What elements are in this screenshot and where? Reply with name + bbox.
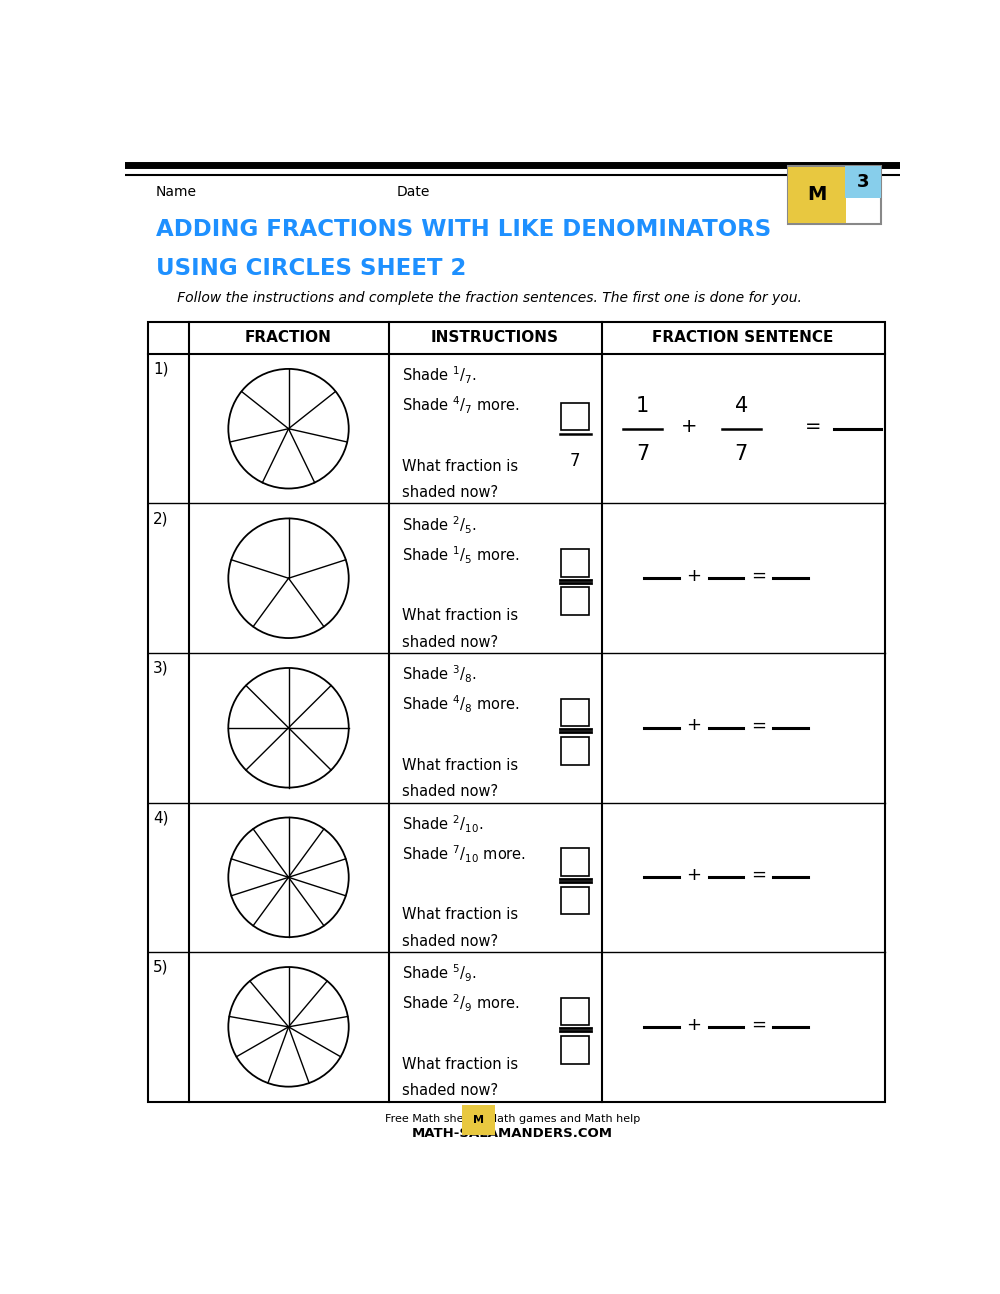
Text: Shade $^4/_8$ more.: Shade $^4/_8$ more. (402, 694, 520, 716)
Text: ADDING FRACTIONS WITH LIKE DENOMINATORS: ADDING FRACTIONS WITH LIKE DENOMINATORS (156, 219, 771, 242)
Bar (561, 699, 589, 726)
Text: shaded now?: shaded now? (402, 933, 499, 949)
Bar (561, 402, 589, 430)
Text: +: + (686, 1016, 701, 1034)
Text: shaded now?: shaded now? (402, 784, 499, 800)
Text: MATH-SALAMANDERS.COM: MATH-SALAMANDERS.COM (412, 1127, 613, 1140)
Text: Shade $^5/_9$.: Shade $^5/_9$. (402, 963, 477, 985)
Text: Shade $^7/_{10}$ more.: Shade $^7/_{10}$ more. (402, 844, 527, 864)
Text: What fraction is: What fraction is (402, 608, 519, 624)
Text: =: = (751, 717, 766, 735)
Bar (561, 738, 589, 765)
Bar (845, 166, 881, 198)
Text: What fraction is: What fraction is (402, 907, 519, 923)
Text: 3: 3 (857, 173, 869, 192)
Text: What fraction is: What fraction is (402, 1057, 519, 1071)
Text: Free Math sheets, Math games and Math help: Free Math sheets, Math games and Math he… (385, 1114, 640, 1124)
Text: M: M (473, 1115, 484, 1124)
Text: Shade $^3/_8$.: Shade $^3/_8$. (402, 664, 477, 686)
Text: Shade $^1/_5$ more.: Shade $^1/_5$ more. (402, 545, 520, 565)
Text: =: = (805, 417, 821, 436)
Text: 2): 2) (153, 511, 168, 527)
Text: Date: Date (396, 185, 430, 198)
Text: Shade $^1/_7$.: Shade $^1/_7$. (402, 365, 477, 386)
Bar (561, 587, 589, 615)
Bar (561, 998, 589, 1025)
Bar (462, 1105, 495, 1135)
Text: USING CIRCLES SHEET 2: USING CIRCLES SHEET 2 (156, 258, 466, 280)
Text: Shade $^2/_9$ more.: Shade $^2/_9$ more. (402, 992, 520, 1014)
Bar (561, 549, 589, 577)
Text: Follow the instructions and complete the fraction sentences. The first one is do: Follow the instructions and complete the… (164, 291, 802, 305)
Text: 4: 4 (734, 396, 748, 415)
Text: 3): 3) (153, 661, 169, 675)
Text: =: = (751, 866, 766, 884)
Text: INSTRUCTIONS: INSTRUCTIONS (431, 330, 559, 345)
Text: +: + (686, 866, 701, 884)
Bar (788, 166, 881, 224)
Bar (561, 848, 589, 876)
Text: +: + (681, 417, 697, 436)
Text: Shade $^4/_7$ more.: Shade $^4/_7$ more. (402, 395, 520, 417)
Text: shaded now?: shaded now? (402, 634, 499, 650)
Text: shaded now?: shaded now? (402, 1083, 499, 1099)
Text: 7: 7 (570, 452, 581, 470)
Text: 7: 7 (636, 444, 649, 465)
Text: 1: 1 (636, 396, 649, 415)
Text: Shade $^2/_{10}$.: Shade $^2/_{10}$. (402, 814, 484, 835)
Text: 7: 7 (734, 444, 748, 465)
Text: M: M (807, 185, 826, 204)
Text: FRACTION SENTENCE: FRACTION SENTENCE (652, 330, 834, 345)
Text: =: = (751, 567, 766, 585)
Text: What fraction is: What fraction is (402, 459, 519, 474)
Text: +: + (686, 567, 701, 585)
Bar (788, 167, 846, 223)
Bar (561, 1036, 589, 1064)
Bar (148, 322, 885, 1101)
Text: What fraction is: What fraction is (402, 758, 519, 773)
Text: +: + (686, 717, 701, 735)
Text: 5): 5) (153, 960, 168, 974)
Text: shaded now?: shaded now? (402, 485, 499, 499)
Text: FRACTION: FRACTION (245, 330, 332, 345)
Text: Name: Name (156, 185, 197, 198)
Text: Shade $^2/_5$.: Shade $^2/_5$. (402, 514, 477, 536)
Text: 4): 4) (153, 810, 168, 826)
Text: 1): 1) (153, 361, 168, 377)
Bar (561, 886, 589, 915)
Text: =: = (751, 1016, 766, 1034)
